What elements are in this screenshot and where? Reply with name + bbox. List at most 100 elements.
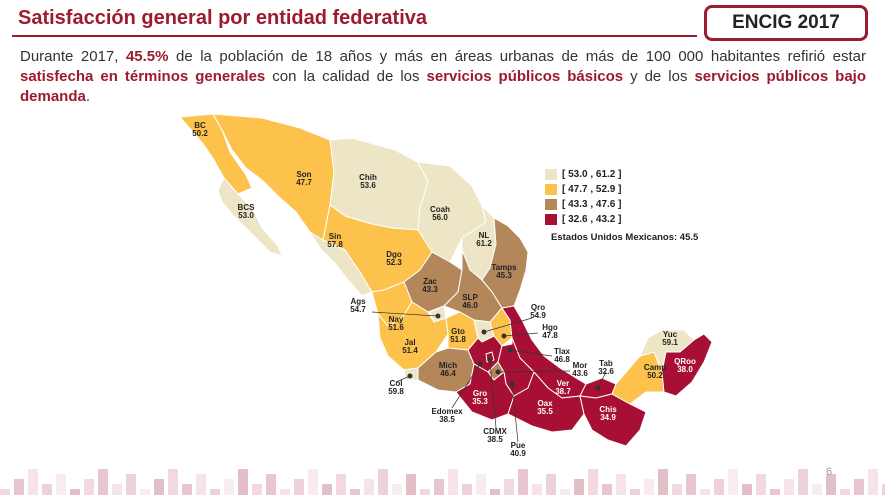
label-pue-value: 40.9 bbox=[510, 449, 526, 458]
decorative-square bbox=[686, 474, 696, 495]
decorative-square bbox=[714, 479, 724, 495]
marker-hgo bbox=[501, 333, 507, 339]
state-chis bbox=[579, 393, 647, 447]
decorative-square bbox=[476, 474, 486, 495]
map-legend: [ 53.0 , 61.2 ] [ 47.7 , 52.9 ] [ 43.3 ,… bbox=[545, 167, 621, 227]
decorative-square bbox=[490, 489, 500, 495]
decorative-square bbox=[616, 474, 626, 495]
label-chih-value: 53.6 bbox=[360, 181, 376, 190]
label-bc-name: BC bbox=[194, 121, 206, 130]
decorative-footer-pattern bbox=[0, 469, 885, 495]
label-tamps-value: 45.3 bbox=[496, 271, 512, 280]
intro-text-1: Durante 2017, bbox=[20, 48, 126, 65]
label-edomex-name: Edomex bbox=[431, 407, 463, 416]
label-cdmx-value: 38.5 bbox=[487, 435, 503, 444]
decorative-square bbox=[574, 479, 584, 495]
decorative-square bbox=[196, 474, 206, 495]
label-qroo-name: QRoo bbox=[674, 357, 696, 366]
decorative-square bbox=[28, 469, 38, 495]
survey-badge: ENCIG 2017 bbox=[704, 5, 868, 41]
decorative-square bbox=[448, 469, 458, 495]
state-qroo bbox=[661, 333, 713, 397]
label-oax-value: 35.5 bbox=[537, 407, 553, 416]
decorative-square bbox=[812, 484, 822, 495]
label-qro-name: Qro bbox=[531, 303, 545, 312]
marker-tlax bbox=[507, 347, 513, 353]
label-jal-name: Jal bbox=[404, 338, 415, 347]
label-ags-name: Ags bbox=[350, 297, 366, 306]
intro-highlight-satisfied: satisfecha en términos generales bbox=[20, 68, 266, 85]
legend-swatch bbox=[545, 214, 557, 225]
label-mor-name: Mor bbox=[573, 361, 588, 370]
decorative-square bbox=[882, 484, 885, 495]
decorative-square bbox=[406, 474, 416, 495]
label-chih-name: Chih bbox=[359, 173, 377, 182]
label-col-name: Col bbox=[390, 379, 403, 388]
decorative-square bbox=[56, 474, 66, 495]
decorative-square bbox=[840, 489, 850, 495]
legend-label: [ 43.3 , 47.6 ] bbox=[562, 199, 622, 210]
intro-paragraph: Durante 2017, 45.5% de la población de 1… bbox=[20, 47, 866, 107]
label-gro-name: Gro bbox=[473, 389, 487, 398]
label-slp-name: SLP bbox=[462, 293, 478, 302]
intro-text-3: con la calidad de los bbox=[265, 68, 427, 85]
leader-mor bbox=[497, 370, 571, 373]
legend-label: [ 47.7 , 52.9 ] bbox=[562, 184, 622, 195]
decorative-square bbox=[742, 484, 752, 495]
legend-swatch bbox=[545, 184, 557, 195]
decorative-square bbox=[868, 469, 878, 495]
decorative-square bbox=[238, 469, 248, 495]
label-chis-name: Chis bbox=[599, 405, 617, 414]
decorative-square bbox=[420, 489, 430, 495]
state-coah bbox=[417, 161, 487, 263]
marker-col bbox=[407, 373, 413, 379]
label-bcs-name: BCS bbox=[238, 203, 256, 212]
label-nay-value: 51.6 bbox=[388, 323, 404, 332]
label-chis-value: 34.9 bbox=[600, 413, 616, 422]
decorative-square bbox=[546, 474, 556, 495]
label-gto-name: Gto bbox=[451, 327, 465, 336]
legend-swatch bbox=[545, 169, 557, 180]
label-ver-value: 38.7 bbox=[555, 387, 571, 396]
label-dgo-name: Dgo bbox=[386, 250, 402, 259]
decorative-square bbox=[364, 479, 374, 495]
label-qroo-value: 38.0 bbox=[677, 365, 693, 374]
decorative-square bbox=[658, 469, 668, 495]
label-oax-name: Oax bbox=[537, 399, 553, 408]
label-nl-name: NL bbox=[479, 231, 490, 240]
decorative-square bbox=[294, 479, 304, 495]
leader-tab bbox=[597, 371, 607, 389]
decorative-square bbox=[784, 479, 794, 495]
leader-ags bbox=[371, 311, 439, 317]
intro-highlight-basic-services: servicios públicos básicos bbox=[426, 68, 624, 85]
decorative-square bbox=[84, 479, 94, 495]
legend-item: [ 53.0 , 61.2 ] bbox=[545, 167, 621, 182]
decorative-square bbox=[700, 489, 710, 495]
label-coah-value: 56.0 bbox=[432, 213, 448, 222]
label-edomex-value: 38.5 bbox=[439, 415, 455, 424]
decorative-square bbox=[630, 489, 640, 495]
decorative-square bbox=[266, 474, 276, 495]
label-mich-name: Mich bbox=[439, 361, 457, 370]
leader-cdmx bbox=[489, 359, 497, 429]
decorative-square bbox=[434, 479, 444, 495]
marker-pue bbox=[509, 381, 515, 387]
label-zac-value: 43.3 bbox=[422, 285, 438, 294]
label-bc-value: 50.2 bbox=[192, 129, 208, 138]
label-yuc-value: 59.1 bbox=[662, 338, 678, 347]
decorative-square bbox=[210, 489, 220, 495]
label-gro-value: 35.3 bbox=[472, 397, 488, 406]
intro-highlight-demand-services: servicios públicos bajo demanda bbox=[20, 68, 866, 105]
intro-text-2: de la población de 18 años y más en área… bbox=[168, 48, 866, 65]
marker-qro bbox=[481, 329, 487, 335]
decorative-square bbox=[588, 469, 598, 495]
decorative-square bbox=[322, 484, 332, 495]
decorative-square bbox=[42, 484, 52, 495]
leader-qro bbox=[483, 317, 533, 333]
decorative-square bbox=[602, 484, 612, 495]
decorative-square bbox=[308, 469, 318, 495]
label-ags-value: 54.7 bbox=[350, 305, 366, 314]
label-jal-value: 51.4 bbox=[402, 346, 418, 355]
label-mor-value: 43.6 bbox=[572, 369, 588, 378]
label-qro-value: 54.9 bbox=[530, 311, 546, 320]
